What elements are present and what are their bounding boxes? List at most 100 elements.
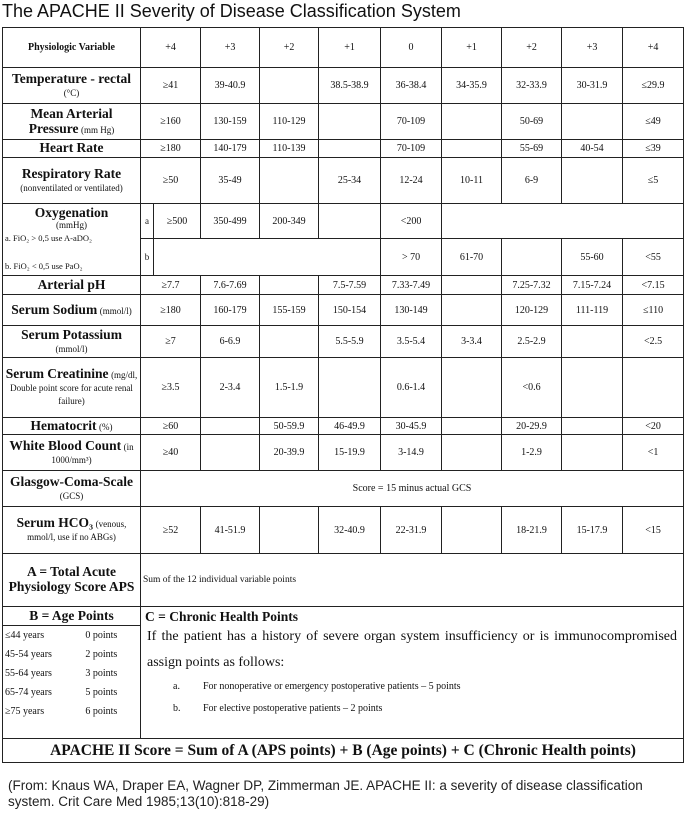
age-cell: 6 points: [85, 706, 118, 717]
variable-name: Serum Creatinine: [5, 366, 109, 381]
header-cell: +4: [622, 27, 685, 68]
variable-row: Serum HCO₃ (venous, mmol/l, use if no AB…: [2, 506, 685, 554]
value-cell: ≤29.9: [622, 67, 685, 104]
value-cell: 130-159: [200, 103, 261, 140]
header-cell: +1: [318, 27, 382, 68]
value-cell: <0.6: [501, 357, 563, 418]
value-cell: 38.5-38.9: [318, 67, 382, 104]
variable-name: Hematocrit: [30, 417, 97, 433]
variable-row: Glasgow-Coma-Scale (GCS) Score = 15 minus…: [2, 470, 685, 507]
points-row: B = Age Points ≤44 years 0 points 45-54 yea…: [2, 606, 685, 739]
value-cell: 7.25-7.32: [501, 275, 563, 295]
value-cell: 35-49: [200, 157, 261, 204]
variable-row: Arterial pH ≥7.7 7.6-7.69 7.5-7.59 7.33-7.49…: [2, 275, 685, 295]
value-cell: 3-3.4: [441, 325, 503, 358]
subrow: Oxygenation (mmHg) a. FiO₂ > 0,5 use A-aDO…: [2, 203, 685, 276]
age-cell: 5 points: [85, 687, 118, 698]
value-cell: 5.5-5.9: [318, 325, 382, 358]
value-cell: ≤110: [622, 294, 685, 326]
value-cell: 110-139: [259, 139, 320, 158]
value-cell: <7.15: [622, 275, 685, 295]
value-cell: ≥7.7: [139, 275, 202, 295]
chronic-item: b. For elective postoperative patients – …: [145, 698, 679, 720]
value-cell: 55-69: [501, 139, 563, 158]
variable-name: A = Total Acute Physiology Score APS: [8, 564, 135, 594]
value-cell: 120-129: [501, 294, 563, 326]
header-cell: 0: [380, 27, 443, 68]
variable-row: Mean Arterial Pressure (mm Hg) ≥160 130-15…: [2, 103, 685, 140]
subrow-marker: b: [140, 238, 154, 276]
variable-name: Serum Potassium: [21, 326, 122, 342]
empty-cell: [318, 357, 382, 418]
variable-unit: (in 1000/mm³): [51, 441, 134, 465]
value-cell: ≥180: [139, 294, 202, 326]
variable-unit: (mmHg): [56, 220, 87, 230]
item-text: For nonoperative or emergency postoperat…: [203, 681, 461, 692]
variable-cell: Arterial pH: [2, 275, 141, 295]
header-cell: +2: [501, 27, 563, 68]
age-points-cell: B = Age Points ≤44 years 0 points 45-54 yea…: [2, 606, 141, 739]
value-cell: 40-54: [561, 139, 624, 158]
variable-cell: Hematocrit (%): [2, 417, 141, 435]
empty-cell: [200, 417, 261, 435]
variable-cell: Serum Potassium (mmol/l): [2, 325, 141, 358]
item-text: For elective postoperative patients – 2 …: [203, 703, 383, 714]
age-cell: 55-64 years: [5, 668, 52, 679]
value-cell: 32-40.9: [318, 506, 382, 554]
variable-cell: Serum Creatinine (mg/dl, Double point sc…: [2, 357, 141, 418]
value-cell: ≥41: [139, 67, 202, 104]
variable-name: Serum HCO₃: [16, 515, 94, 530]
value-cell: ≥40: [139, 434, 202, 471]
value-cell: <20: [622, 417, 685, 435]
chronic-cell: C = Chronic Health Points If the patient …: [139, 606, 685, 739]
value-cell: 7.6-7.69: [200, 275, 261, 295]
age-row: 55-64 years 3 points: [4, 664, 140, 683]
empty-cell: [259, 157, 320, 204]
empty-cell: [259, 325, 320, 358]
value-cell: 6-6.9: [200, 325, 261, 358]
empty-cell: [318, 203, 382, 239]
variable-row: White Blood Count (in 1000/mm³) ≥40 20-39.…: [2, 434, 685, 471]
variable-name: Serum Sodium: [11, 301, 98, 317]
variable-unit: (%): [98, 421, 113, 432]
value-cell: 111-119: [561, 294, 624, 326]
empty-cell: [561, 357, 624, 418]
item-marker: b.: [173, 703, 181, 714]
value-cell: ≥50: [139, 157, 202, 204]
apache-table: Physiologic Variable +4 +3 +2 +1 0 +1 +2 +3 +4 Tem…: [1, 27, 685, 763]
empty-cell: [200, 434, 261, 471]
value-cell: 3.5-5.4: [380, 325, 443, 358]
empty-cell: [561, 157, 624, 204]
age-cell: 45-54 years: [5, 649, 52, 660]
variable-unit: (°C): [63, 87, 80, 98]
empty-cell: [441, 275, 503, 295]
variable-unit: (mg/dl, Double point score for acute ren…: [10, 370, 138, 406]
value-cell: 25-34: [318, 157, 382, 204]
value-cell: 34-35.9: [441, 67, 503, 104]
header-cell: +4: [139, 27, 202, 68]
variable-cell: Mean Arterial Pressure (mm Hg): [2, 103, 141, 140]
value-cell: 70-109: [380, 103, 443, 140]
age-row: ≤44 years 0 points: [4, 626, 140, 645]
value-cell: 12-24: [380, 157, 443, 204]
variable-row: Serum Creatinine (mg/dl, Double point sc…: [2, 357, 685, 418]
age-cell: ≥75 years: [5, 706, 45, 717]
empty-cell: [259, 67, 320, 104]
value-cell: ≤39: [622, 139, 685, 158]
value-cell: 140-179: [200, 139, 261, 158]
empty-cell: [152, 238, 382, 276]
empty-cell: [318, 103, 382, 140]
variable-name: Heart Rate: [39, 140, 104, 155]
value-cell: 36-38.4: [380, 67, 443, 104]
title: The APACHE II Severity of Disease Classi…: [2, 1, 461, 21]
value-cell: 50-59.9: [259, 417, 320, 435]
header-row: Physiologic Variable +4 +3 +2 +1 0 +1 +2 +3 +4: [2, 27, 685, 68]
value-cell: 18-21.9: [501, 506, 563, 554]
text-cell: Sum of the 12 individual variable points: [139, 553, 685, 607]
value-cell: 7.15-7.24: [561, 275, 624, 295]
value-cell: ≥3.5: [139, 357, 202, 418]
empty-cell: [441, 203, 685, 239]
empty-cell: [561, 434, 624, 471]
variable-unit: (venous, mmol/l, use if no ABGs): [27, 519, 127, 542]
